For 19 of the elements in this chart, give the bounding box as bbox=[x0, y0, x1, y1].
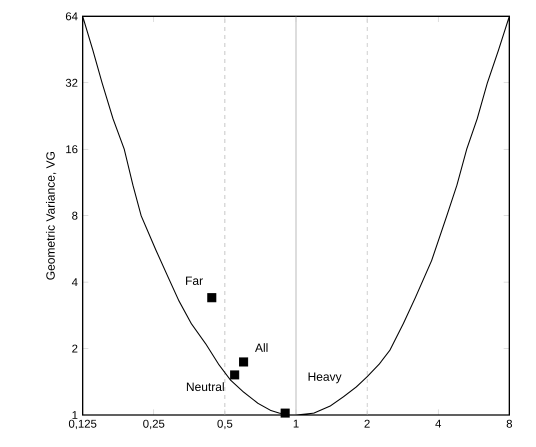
annotation: Far bbox=[186, 276, 203, 285]
y-tick-label: 1 bbox=[72, 411, 78, 419]
x-tick-label: 8 bbox=[506, 420, 512, 428]
annotation: All bbox=[254, 343, 268, 352]
y-tick-label: 4 bbox=[72, 278, 78, 286]
x-tick-label: 0,25 bbox=[143, 420, 164, 430]
x-tick-label: 2 bbox=[364, 420, 370, 428]
y-tick-label: 32 bbox=[66, 78, 78, 87]
x-tick-label: 4 bbox=[435, 420, 442, 428]
x-tick-label: 0,125 bbox=[68, 420, 96, 430]
y-tick-label: 2 bbox=[72, 344, 78, 353]
y-axis-title: Geometric Variance, VG bbox=[46, 152, 56, 280]
x-tick-label: 1 bbox=[294, 420, 299, 428]
y-tick-label: 64 bbox=[66, 12, 78, 20]
y-tick-label: 8 bbox=[72, 212, 78, 220]
x-tick-label: 0,5 bbox=[217, 420, 232, 430]
annotation: Neutral bbox=[186, 382, 224, 392]
annotation: Heavy bbox=[308, 372, 342, 384]
y-tick-label: 16 bbox=[66, 145, 78, 154]
